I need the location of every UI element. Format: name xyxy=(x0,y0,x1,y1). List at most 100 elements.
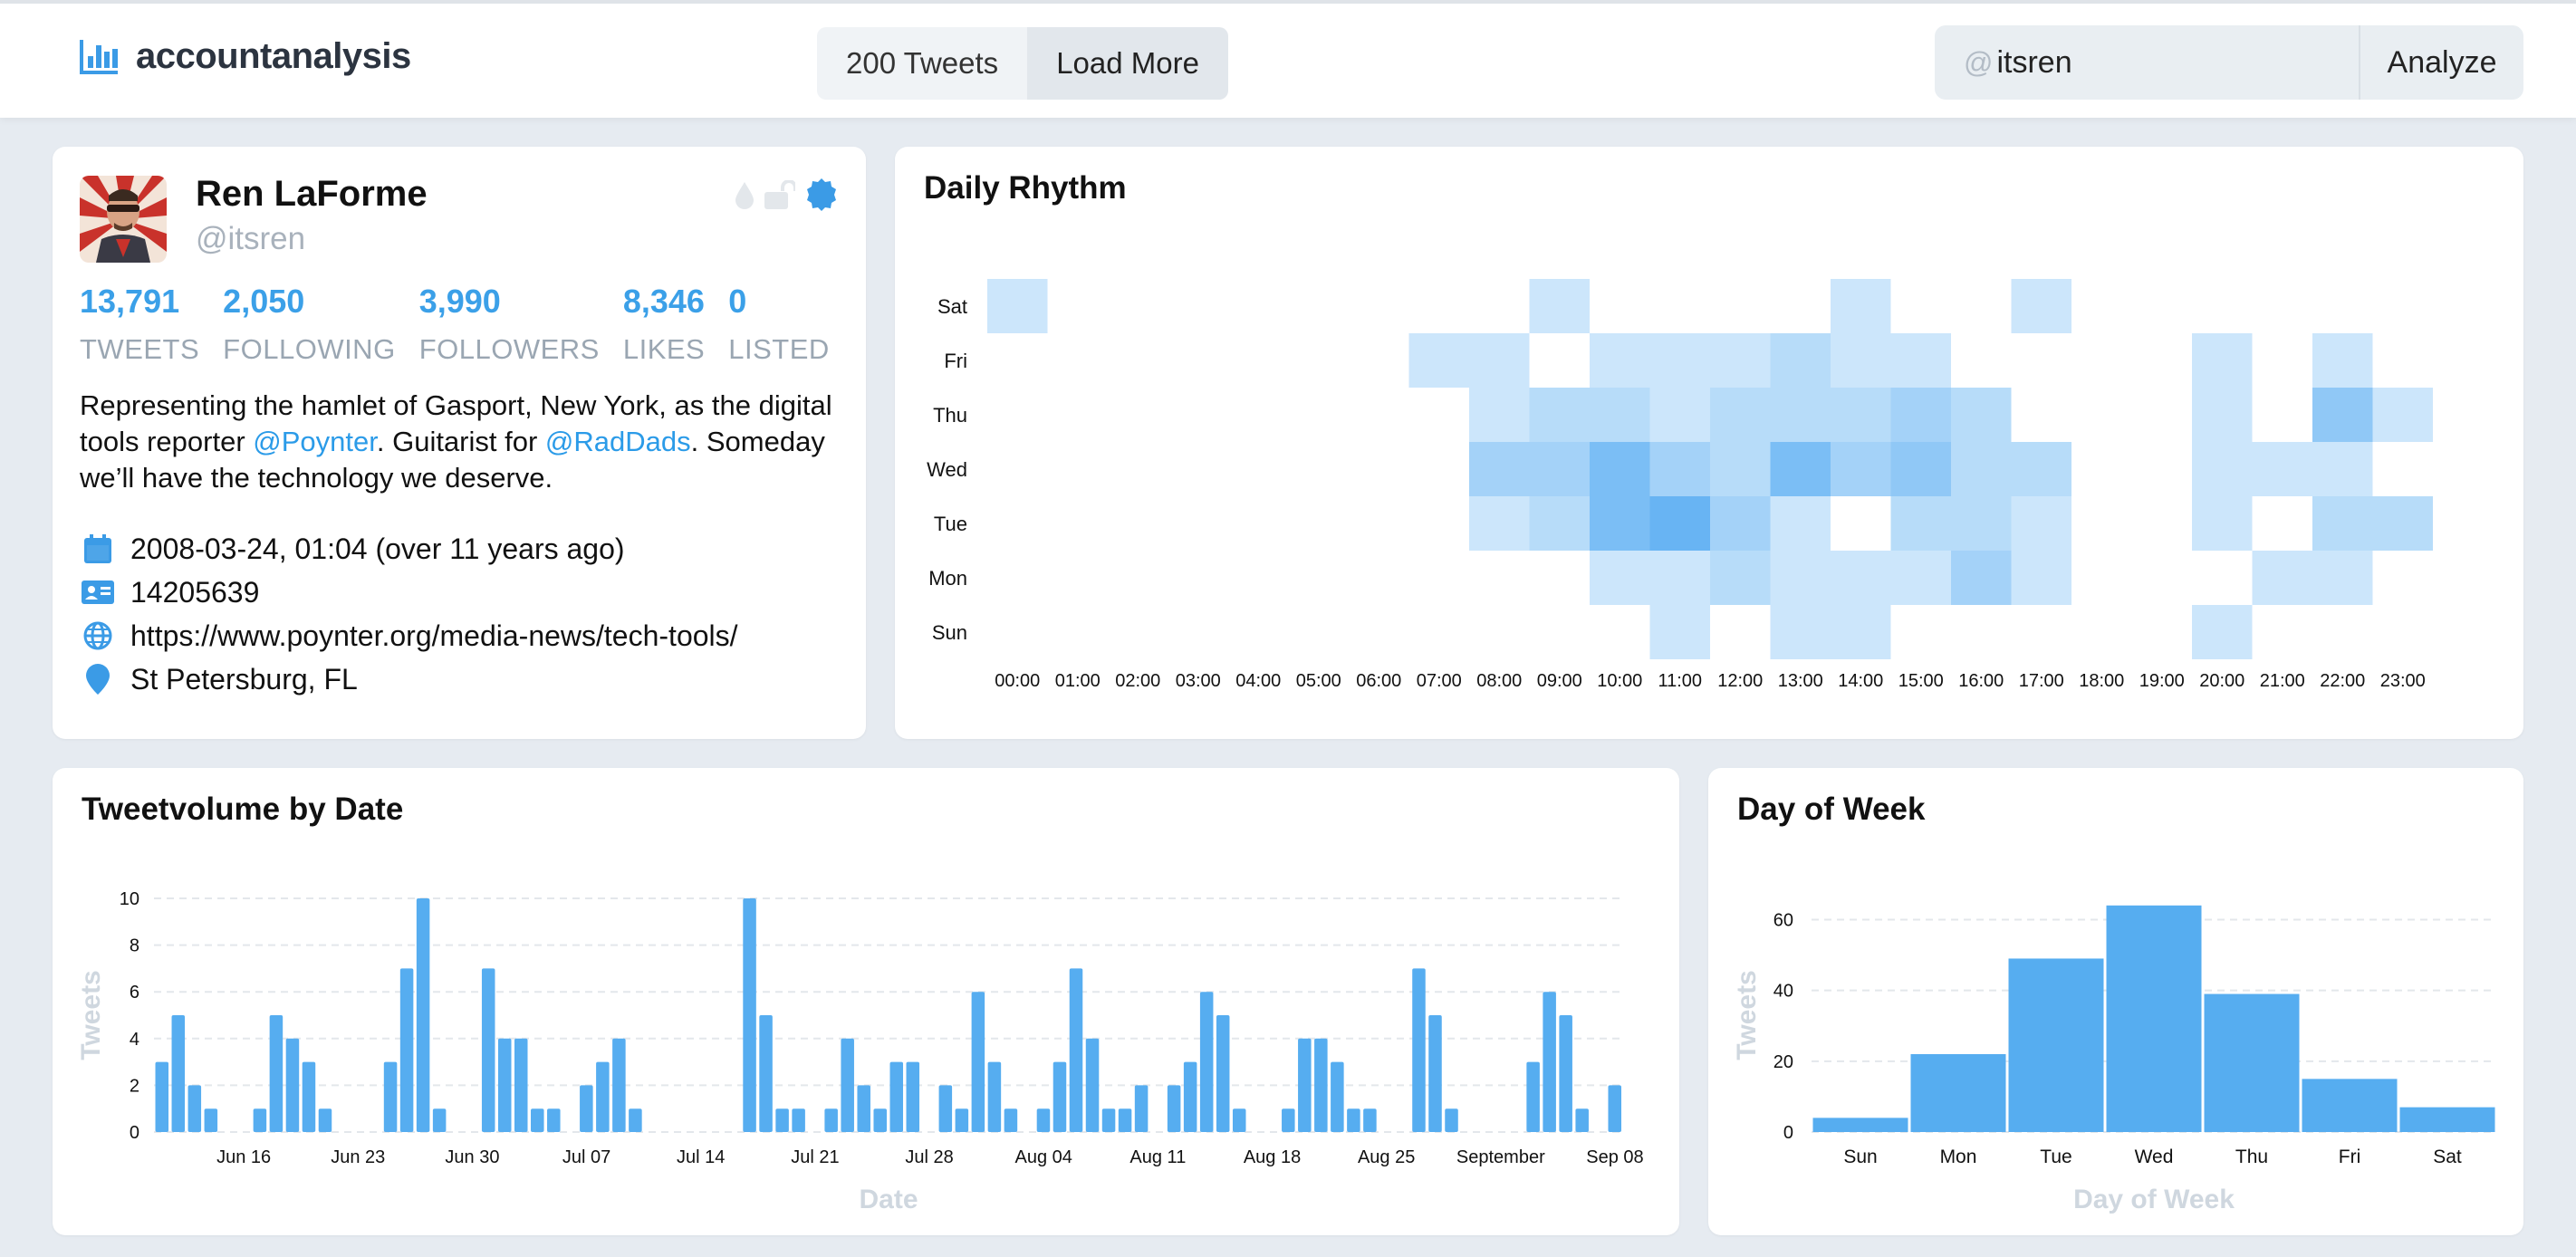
bar-chart-icon xyxy=(80,39,118,74)
heatmap-cell xyxy=(1890,333,1951,388)
y-tick-label: 20 xyxy=(1773,1052,1793,1072)
heatmap-cell xyxy=(1649,551,1710,605)
heatmap-col-label: 22:00 xyxy=(2320,671,2365,691)
heatmap-cell xyxy=(1890,551,1951,605)
heatmap-col-label: 05:00 xyxy=(1296,671,1341,691)
stat-followers: 3,990 FOLLOWERS xyxy=(419,283,600,366)
heatmap-col-label: 16:00 xyxy=(1958,671,2004,691)
date-bar xyxy=(792,1108,805,1132)
date-bar xyxy=(1232,1108,1246,1132)
date-bar xyxy=(547,1108,561,1132)
calendar-icon xyxy=(80,534,116,563)
date-bar xyxy=(481,968,495,1132)
avatar xyxy=(80,176,167,263)
stat-label: LISTED xyxy=(728,333,830,365)
date-bar xyxy=(318,1108,332,1132)
heatmap-col-label: 23:00 xyxy=(2380,671,2426,691)
date-bar xyxy=(971,992,985,1132)
profile-url[interactable]: https://www.poynter.org/media-news/tech-… xyxy=(130,619,738,652)
x-tick-label: Jul 21 xyxy=(791,1147,839,1167)
mention-link-raddads[interactable]: @RadDads xyxy=(544,426,691,457)
heatmap-cell xyxy=(1590,551,1650,605)
heatmap-cell xyxy=(1469,333,1530,388)
heatmap-cell xyxy=(1529,279,1590,333)
heatmap-cell xyxy=(2192,442,2253,496)
stat-following: 2,050 FOLLOWING xyxy=(223,283,396,366)
date-bar xyxy=(889,1061,904,1132)
day-bar xyxy=(2399,1107,2495,1132)
x-tick-label: Jul 07 xyxy=(562,1147,610,1167)
date-bar xyxy=(1526,1061,1540,1132)
tweetvolume-title: Tweetvolume by Date xyxy=(82,792,404,827)
date-bar xyxy=(171,1015,186,1132)
daily-rhythm-title: Daily Rhythm xyxy=(924,170,1127,206)
x-tick-label: Aug 11 xyxy=(1129,1147,1186,1167)
user-id: 14205639 xyxy=(130,575,260,609)
date-bar xyxy=(857,1085,870,1132)
mention-link-poynter[interactable]: @Poynter xyxy=(253,426,377,457)
x-tick-label: Jun 23 xyxy=(331,1147,385,1167)
date-bar xyxy=(629,1108,642,1132)
profile-location: St Petersburg, FL xyxy=(130,662,358,696)
heatmap-col-label: 13:00 xyxy=(1778,671,1823,691)
day-bar xyxy=(1910,1054,2006,1132)
heatmap-cell xyxy=(1649,496,1710,551)
load-more-button[interactable]: Load More xyxy=(1027,27,1228,100)
heatmap-cell xyxy=(1710,496,1771,551)
stat-label: FOLLOWING xyxy=(223,333,396,365)
analyze-button[interactable]: Analyze xyxy=(2359,25,2523,100)
y-tick-label: 6 xyxy=(130,983,139,1003)
x-tick-label: September xyxy=(1456,1147,1545,1167)
account-search-input[interactable] xyxy=(1993,44,2360,81)
heatmap-col-label: 20:00 xyxy=(2199,671,2244,691)
heatmap-col-label: 03:00 xyxy=(1176,671,1221,691)
date-bar xyxy=(1085,1038,1100,1132)
heatmap-cell xyxy=(1770,551,1831,605)
heatmap-cell xyxy=(1710,388,1771,442)
date-bar xyxy=(1347,1108,1360,1132)
date-bar xyxy=(873,1108,887,1132)
user-id-row: 14205639 xyxy=(80,571,738,614)
profile-bio: Representing the hamlet of Gasport, New … xyxy=(80,388,841,496)
date-bar xyxy=(1167,1085,1181,1132)
date-bar xyxy=(1412,968,1426,1132)
x-tick-label: Fri xyxy=(2339,1147,2361,1167)
x-tick-label: Sep 08 xyxy=(1586,1147,1643,1167)
heatmap-cell xyxy=(1590,442,1650,496)
heatmap-cell xyxy=(1890,442,1951,496)
date-bar xyxy=(432,1108,447,1132)
heatmap-cell xyxy=(1831,551,1891,605)
stat-tweets: 13,791 TWEETS xyxy=(80,283,199,366)
heatmap-cell xyxy=(2312,551,2373,605)
heatmap-cell xyxy=(2252,442,2312,496)
heatmap-cell xyxy=(2192,333,2253,388)
heatmap-cell xyxy=(2011,442,2071,496)
at-prefix: @ xyxy=(1964,45,1994,79)
date-bar xyxy=(1298,1038,1312,1132)
heatmap-cell xyxy=(1649,333,1710,388)
x-tick-label: Tue xyxy=(2040,1147,2071,1167)
heatmap-cell xyxy=(2312,442,2373,496)
x-axis-title: Day of Week xyxy=(2073,1185,2235,1214)
date-bar xyxy=(955,1108,969,1132)
date-bar xyxy=(1036,1108,1051,1132)
heatmap-col-label: 17:00 xyxy=(2019,671,2064,691)
heatmap-cell xyxy=(2192,605,2253,659)
brand[interactable]: accountanalysis xyxy=(80,36,411,77)
url-row: https://www.poynter.org/media-news/tech-… xyxy=(80,614,738,657)
heatmap-cell xyxy=(2312,496,2373,551)
date-bar xyxy=(285,1038,300,1132)
water-drop-icon xyxy=(735,182,754,209)
heatmap-col-label: 11:00 xyxy=(1658,671,1702,691)
heatmap-cell xyxy=(2372,496,2433,551)
heatmap-cell xyxy=(1770,496,1831,551)
date-bar xyxy=(743,898,756,1132)
y-tick-label: 8 xyxy=(130,936,139,956)
heatmap-cell xyxy=(1770,388,1831,442)
heatmap-cell xyxy=(2011,551,2071,605)
heatmap-cell xyxy=(1770,333,1831,388)
date-bar xyxy=(383,1061,398,1132)
heatmap-cell xyxy=(1890,496,1951,551)
heatmap-cell xyxy=(2252,551,2312,605)
heatmap-cell xyxy=(1831,333,1891,388)
